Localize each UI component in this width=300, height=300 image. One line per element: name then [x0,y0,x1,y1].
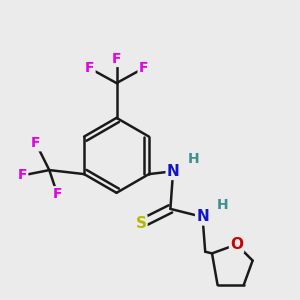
Text: F: F [139,61,148,75]
Text: H: H [217,198,228,212]
Text: F: F [31,136,41,150]
Text: O: O [230,237,243,252]
Text: F: F [18,168,27,182]
Text: F: F [85,61,94,75]
Text: H: H [187,152,199,167]
Text: F: F [112,52,121,66]
Text: N: N [167,164,179,179]
Text: F: F [52,187,62,201]
Text: S: S [136,216,146,231]
Text: N: N [196,209,209,224]
